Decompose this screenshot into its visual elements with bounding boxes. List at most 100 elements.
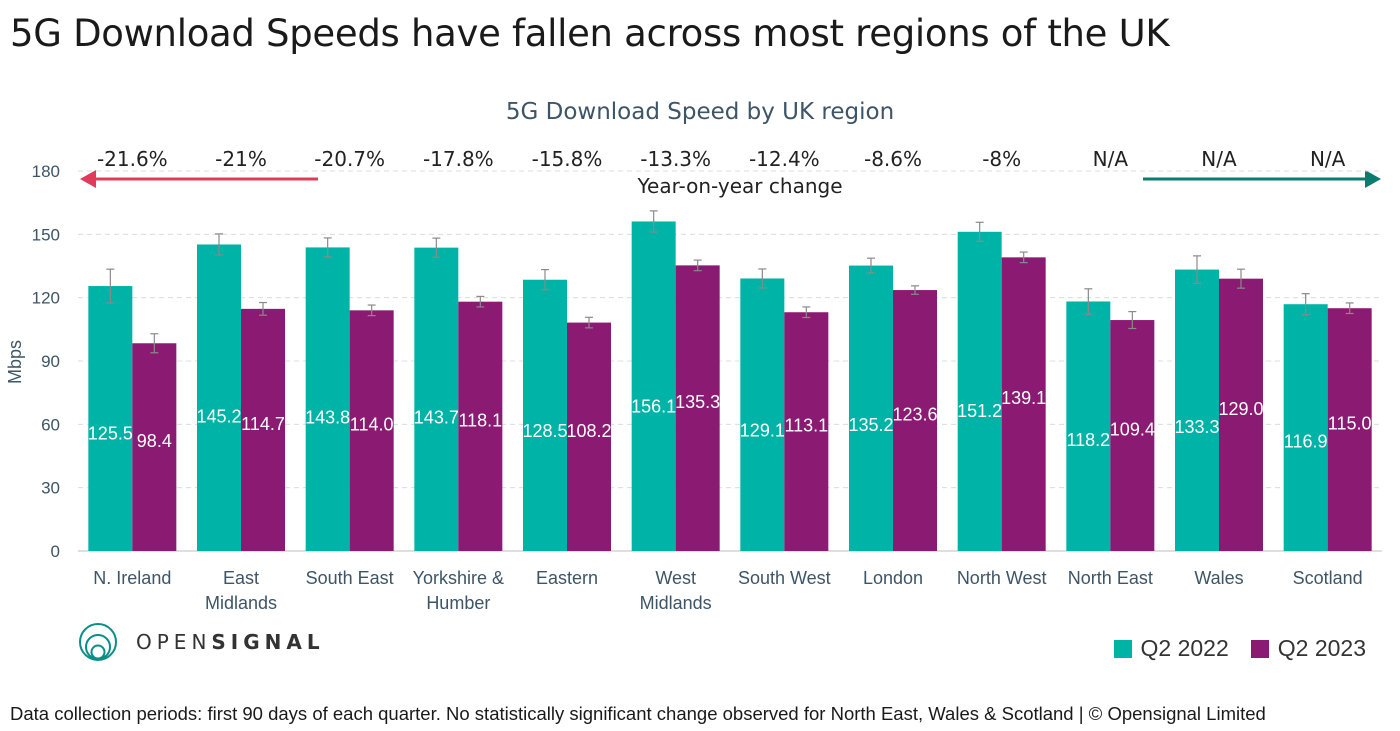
data-label: 115.0 xyxy=(1328,414,1372,434)
legend-label-q2-2023: Q2 2023 xyxy=(1277,635,1366,661)
logo-part-open: OPEN xyxy=(136,630,212,654)
yoy-change-value: -17.8% xyxy=(423,147,494,171)
bar-q2-2022 xyxy=(1066,301,1111,551)
x-tick-label: West xyxy=(655,568,696,588)
bar-q2-2022 xyxy=(849,265,893,551)
bar-q2-2023 xyxy=(567,322,611,551)
yoy-change-value: -13.3% xyxy=(640,147,711,171)
x-tick-label: Midlands xyxy=(205,593,277,613)
bar-q2-2022 xyxy=(197,244,241,551)
x-tick-label: Yorkshire & xyxy=(413,568,504,588)
y-tick-label: 90 xyxy=(41,352,60,371)
bar-q2-2022 xyxy=(740,278,785,551)
bar-q2-2023 xyxy=(1327,308,1372,551)
data-label: 128.5 xyxy=(522,421,567,441)
x-tick-label: North West xyxy=(957,568,1047,588)
x-tick-label: Scotland xyxy=(1293,568,1363,588)
bar-q2-2023 xyxy=(458,301,503,551)
bar-q2-2023 xyxy=(675,265,720,551)
data-label: 143.7 xyxy=(414,408,459,428)
yoy-change-value: N/A xyxy=(1310,147,1346,171)
chart-legend: Q2 2022 Q2 2023 xyxy=(1092,635,1366,662)
y-tick-label: 60 xyxy=(41,415,60,434)
data-label: 109.4 xyxy=(1110,420,1155,440)
bar-q2-2023 xyxy=(132,343,177,551)
x-tick-label: South West xyxy=(738,568,831,588)
data-label: 135.2 xyxy=(848,415,893,435)
y-tick-label: 120 xyxy=(32,289,60,308)
yoy-change-value: -12.4% xyxy=(749,147,820,171)
data-label: 143.8 xyxy=(305,407,350,427)
data-label: 113.1 xyxy=(784,416,828,436)
y-tick-label: 180 xyxy=(32,162,60,181)
bar-q2-2022 xyxy=(88,286,133,551)
bar-q2-2023 xyxy=(349,310,394,551)
y-tick-label: 150 xyxy=(32,225,60,244)
chart-title: 5G Download Speed by UK region xyxy=(506,99,894,125)
y-axis-title: Mbps xyxy=(5,340,25,384)
bar-q2-2022 xyxy=(1175,269,1219,551)
logo-wordmark: OPENSIGNAL xyxy=(136,630,325,654)
legend-item-q2-2022: Q2 2022 xyxy=(1113,635,1229,662)
yoy-change-value: N/A xyxy=(1093,147,1129,171)
opensignal-rings-icon xyxy=(79,623,117,661)
bar-q2-2023 xyxy=(1001,257,1046,551)
bar-q2-2022 xyxy=(631,221,676,551)
data-label: 118.1 xyxy=(458,410,502,430)
x-tick-label: London xyxy=(863,568,923,588)
data-label: 129.0 xyxy=(1218,399,1263,419)
data-label: 108.2 xyxy=(566,421,611,441)
legend-item-q2-2023: Q2 2023 xyxy=(1250,635,1366,662)
data-label: 133.3 xyxy=(1174,417,1219,437)
logo-part-signal: SIGNAL xyxy=(211,630,325,654)
bar-q2-2023 xyxy=(1219,278,1263,551)
data-label: 156.1 xyxy=(631,397,676,417)
x-tick-label: Midlands xyxy=(640,593,712,613)
x-tick-label: North East xyxy=(1068,568,1153,588)
data-label: 118.2 xyxy=(1066,430,1110,450)
data-label: 114.7 xyxy=(241,414,285,434)
data-label: 125.5 xyxy=(88,424,133,444)
bar-q2-2023 xyxy=(893,290,937,551)
x-tick-label: Wales xyxy=(1194,568,1243,588)
bar-q2-2022 xyxy=(414,247,459,551)
data-label: 98.4 xyxy=(137,431,172,451)
data-label: 116.9 xyxy=(1284,431,1328,451)
bar-q2-2023 xyxy=(784,312,829,551)
data-label: 129.1 xyxy=(740,421,785,441)
yoy-change-value: N/A xyxy=(1201,147,1237,171)
y-tick-label: 0 xyxy=(51,542,60,561)
bar-q2-2022 xyxy=(1283,304,1328,551)
bar-q2-2022 xyxy=(523,279,567,551)
bar-q2-2023 xyxy=(1110,320,1155,551)
x-tick-label: Humber xyxy=(426,593,490,613)
data-label: 139.1 xyxy=(1001,388,1046,408)
legend-swatch-q2-2023 xyxy=(1250,639,1269,658)
yoy-change-value: -8% xyxy=(982,147,1021,171)
footnote: Data collection periods: first 90 days o… xyxy=(10,703,1266,724)
yoy-change-value: -20.7% xyxy=(314,147,385,171)
opensignal-logo: OPENSIGNAL xyxy=(78,622,325,662)
growth-arrow-icon xyxy=(1143,170,1381,188)
headline: 5G Download Speeds have fallen across mo… xyxy=(10,12,1170,55)
x-tick-label: Eastern xyxy=(536,568,598,588)
x-tick-label: East xyxy=(223,568,259,588)
yoy-change-value: -8.6% xyxy=(864,147,922,171)
yoy-change-value: -15.8% xyxy=(532,147,603,171)
yoy-change-value: -21% xyxy=(215,147,267,171)
data-label: 114.0 xyxy=(350,415,394,435)
yoy-change-value: -21.6% xyxy=(97,147,168,171)
decline-arrow-icon xyxy=(80,170,318,188)
data-label: 135.3 xyxy=(675,392,720,412)
bar-q2-2022 xyxy=(957,231,1002,552)
legend-label-q2-2022: Q2 2022 xyxy=(1140,635,1229,661)
x-tick-label: N. Ireland xyxy=(93,568,171,588)
data-label: 151.2 xyxy=(957,401,1002,421)
bar-q2-2022 xyxy=(305,247,350,551)
data-label: 123.6 xyxy=(892,405,937,425)
bar-q2-2023 xyxy=(241,308,285,551)
y-tick-label: 30 xyxy=(41,479,60,498)
legend-swatch-q2-2022 xyxy=(1113,639,1132,658)
yoy-change-label: Year-on-year change xyxy=(636,174,842,198)
